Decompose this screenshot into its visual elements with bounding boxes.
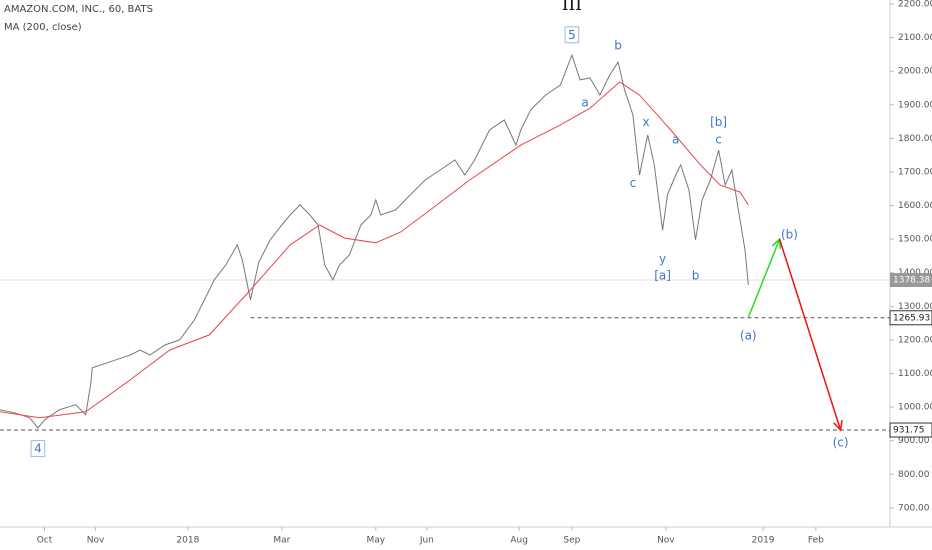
wave-label: a bbox=[672, 133, 679, 147]
y-tick-label: 800.00 bbox=[898, 470, 930, 480]
price-line bbox=[0, 81, 749, 419]
x-tick-label: Nov bbox=[657, 536, 675, 546]
chart-title: AMAZON.COM, INC., 60, BATS bbox=[4, 4, 153, 15]
wave-label: c bbox=[630, 176, 637, 190]
wave-label: (b) bbox=[781, 228, 798, 242]
y-tick-label: 1700.00 bbox=[898, 167, 932, 177]
last-price-tag bbox=[890, 272, 932, 287]
x-tick-label: Oct bbox=[37, 536, 53, 546]
projection-arrow bbox=[778, 238, 842, 431]
x-tick-label: 2018 bbox=[176, 536, 199, 546]
x-tick-label: Aug bbox=[510, 536, 528, 546]
y-tick-label: 1500.00 bbox=[898, 235, 932, 245]
wave-label: 5 bbox=[568, 28, 576, 42]
y-tick-label: 1800.00 bbox=[898, 134, 932, 144]
last-price-label: 1378.38 bbox=[893, 275, 930, 285]
wave-label: [a] bbox=[654, 269, 671, 283]
x-tick-label: 2019 bbox=[752, 536, 775, 546]
wave-label: y bbox=[659, 252, 666, 266]
y-tick-label: 1600.00 bbox=[898, 201, 932, 211]
x-tick-label: Nov bbox=[87, 536, 105, 546]
x-tick-label: Feb bbox=[808, 536, 824, 546]
x-tick-label: Mar bbox=[273, 536, 290, 546]
chart-subtitle: MA (200, close) bbox=[4, 22, 82, 33]
level-tag bbox=[889, 422, 932, 438]
wave-label: (c) bbox=[833, 436, 849, 450]
wave-label: c bbox=[715, 133, 722, 147]
y-tick-label: 2200.00 bbox=[898, 0, 932, 10]
wave-label: a bbox=[581, 96, 588, 110]
price-line bbox=[0, 53, 749, 429]
level-label: 1265.93 bbox=[893, 313, 930, 323]
wave-box bbox=[30, 440, 46, 458]
arrow-head bbox=[833, 419, 843, 432]
arrow-head bbox=[771, 237, 782, 250]
level-tag bbox=[889, 310, 932, 326]
y-tick-label: 1100.00 bbox=[898, 369, 932, 379]
y-tick-label: 1200.00 bbox=[898, 335, 932, 345]
wave-label: b bbox=[692, 269, 700, 283]
x-tick-label: Jun bbox=[419, 536, 434, 546]
wave-label: (a) bbox=[740, 328, 757, 342]
wave-label: 4 bbox=[34, 442, 42, 456]
y-tick-label: 1000.00 bbox=[898, 403, 932, 413]
projection-arrow bbox=[747, 238, 781, 319]
wave-label: b bbox=[614, 39, 622, 53]
y-tick-label: 1300.00 bbox=[898, 302, 932, 312]
y-tick-label: 1900.00 bbox=[898, 100, 932, 110]
y-tick-label: 2000.00 bbox=[898, 67, 932, 77]
wave-label: III bbox=[562, 0, 582, 15]
level-label: 931.75 bbox=[893, 426, 925, 436]
x-tick-label: Sep bbox=[563, 536, 580, 546]
wave-label: [b] bbox=[710, 115, 727, 129]
y-tick-label: 2100.00 bbox=[898, 33, 932, 43]
y-tick-label: 700.00 bbox=[898, 503, 930, 513]
wave-label: x bbox=[643, 115, 650, 129]
y-tick-label: 900.00 bbox=[898, 436, 930, 446]
wave-box bbox=[564, 26, 580, 44]
x-tick-label: May bbox=[366, 536, 385, 546]
